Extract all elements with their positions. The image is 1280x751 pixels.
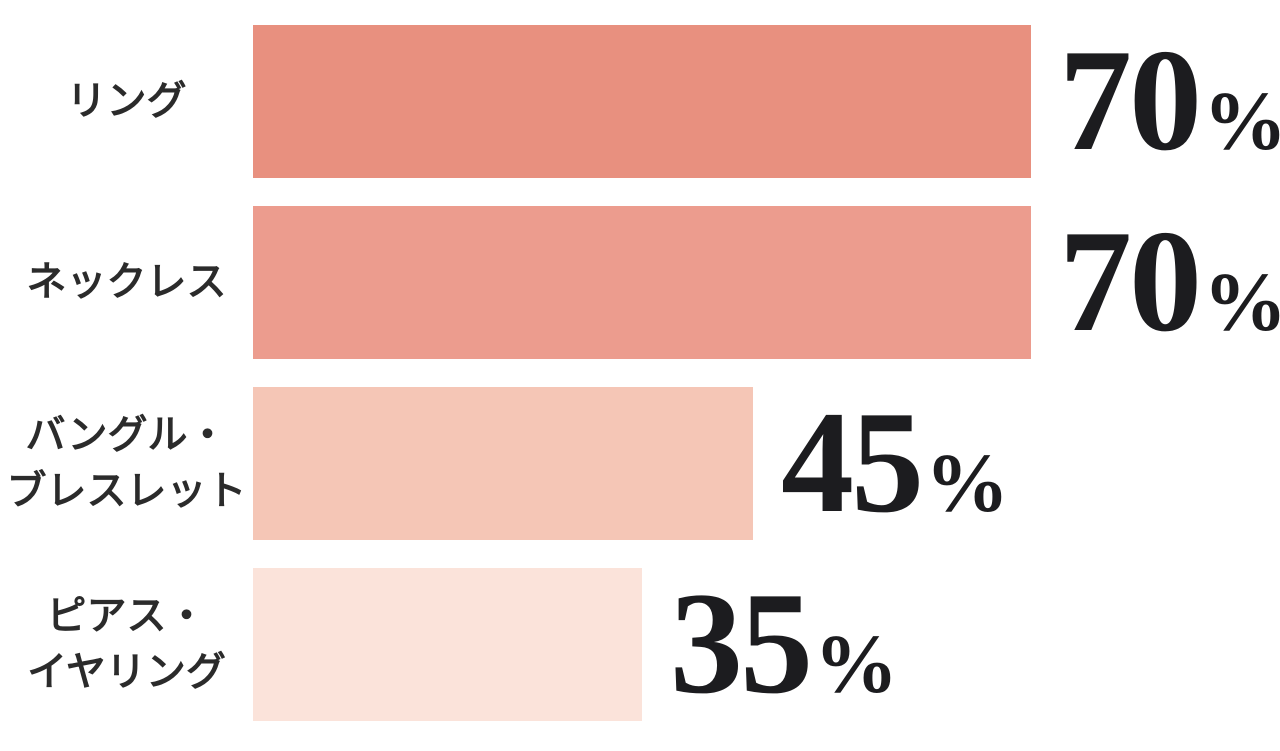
category-label: ネックレス (26, 259, 227, 304)
category-label: ピアス・ イヤリング (27, 594, 226, 694)
percent-sign: % (1203, 74, 1280, 168)
percent-sign: % (1203, 255, 1280, 349)
chart-row: ネックレス 70% (0, 206, 1280, 359)
chart-row: ピアス・ イヤリング 35% (0, 568, 1280, 721)
chart-row: リング 70% (0, 25, 1280, 178)
value-number: 45 (781, 380, 924, 543)
value-label: 70% (1059, 208, 1280, 354)
value-label: 45% (781, 389, 1009, 535)
bar-chart: リング 70% ネックレス 70% バングル・ ブレスレット 45% ピアス・ イヤリング 35% (0, 25, 1280, 721)
category-label: リング (66, 78, 187, 123)
value-label: 70% (1059, 27, 1280, 173)
percent-sign: % (814, 617, 899, 711)
value-number: 70 (1059, 199, 1202, 362)
bar (253, 206, 1031, 359)
value-label: 35% (670, 570, 898, 716)
bar (253, 387, 753, 540)
percent-sign: % (925, 436, 1010, 530)
value-number: 35 (670, 561, 813, 724)
chart-row: バングル・ ブレスレット 45% (0, 387, 1280, 540)
bar (253, 25, 1031, 178)
value-number: 70 (1059, 18, 1202, 181)
bar (253, 568, 642, 721)
category-label: バングル・ ブレスレット (6, 413, 247, 513)
